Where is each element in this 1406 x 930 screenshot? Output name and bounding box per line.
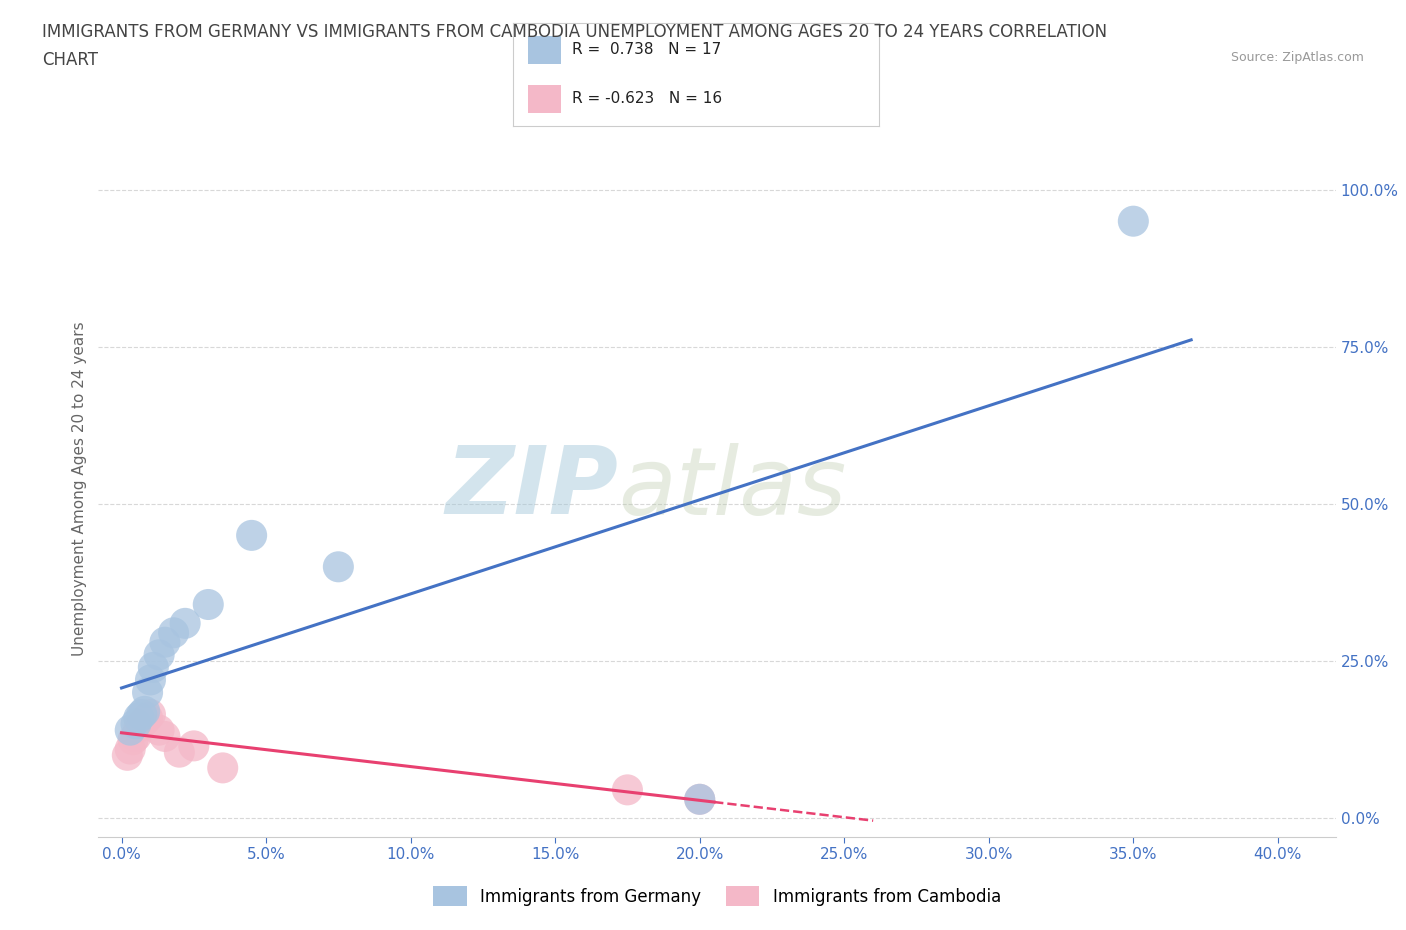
Y-axis label: Unemployment Among Ages 20 to 24 years: Unemployment Among Ages 20 to 24 years bbox=[72, 321, 87, 656]
Point bbox=[1122, 214, 1144, 229]
Point bbox=[125, 729, 148, 744]
Point bbox=[117, 748, 139, 763]
Point bbox=[183, 738, 205, 753]
Point bbox=[134, 713, 156, 728]
Point bbox=[689, 791, 711, 806]
Legend: Immigrants from Germany, Immigrants from Cambodia: Immigrants from Germany, Immigrants from… bbox=[426, 880, 1008, 912]
Point bbox=[131, 716, 153, 731]
FancyBboxPatch shape bbox=[527, 85, 561, 113]
Point bbox=[211, 761, 233, 776]
Point bbox=[142, 660, 165, 675]
Text: R =  0.738   N = 17: R = 0.738 N = 17 bbox=[572, 43, 721, 58]
Point bbox=[148, 647, 170, 662]
Point bbox=[240, 528, 263, 543]
Point bbox=[136, 711, 159, 725]
Point bbox=[128, 720, 150, 735]
Point bbox=[616, 782, 638, 797]
Point bbox=[153, 635, 176, 650]
Point bbox=[162, 625, 184, 640]
Point bbox=[122, 732, 145, 747]
Point bbox=[128, 711, 150, 725]
Text: CHART: CHART bbox=[42, 51, 98, 69]
Point bbox=[125, 716, 148, 731]
Text: Source: ZipAtlas.com: Source: ZipAtlas.com bbox=[1230, 51, 1364, 64]
Point bbox=[120, 741, 142, 756]
Point bbox=[169, 745, 191, 760]
Point bbox=[153, 729, 176, 744]
Text: atlas: atlas bbox=[619, 443, 846, 534]
Point bbox=[131, 707, 153, 722]
Point bbox=[328, 559, 350, 574]
Point bbox=[174, 616, 197, 631]
Point bbox=[148, 723, 170, 737]
Point bbox=[134, 704, 156, 719]
Point bbox=[197, 597, 219, 612]
Point bbox=[139, 672, 162, 687]
Text: IMMIGRANTS FROM GERMANY VS IMMIGRANTS FROM CAMBODIA UNEMPLOYMENT AMONG AGES 20 T: IMMIGRANTS FROM GERMANY VS IMMIGRANTS FR… bbox=[42, 23, 1108, 41]
Point bbox=[689, 791, 711, 806]
Point bbox=[139, 707, 162, 722]
Point bbox=[136, 685, 159, 700]
Text: R = -0.623   N = 16: R = -0.623 N = 16 bbox=[572, 91, 721, 106]
Point bbox=[120, 723, 142, 737]
Text: ZIP: ZIP bbox=[446, 443, 619, 534]
FancyBboxPatch shape bbox=[527, 35, 561, 64]
